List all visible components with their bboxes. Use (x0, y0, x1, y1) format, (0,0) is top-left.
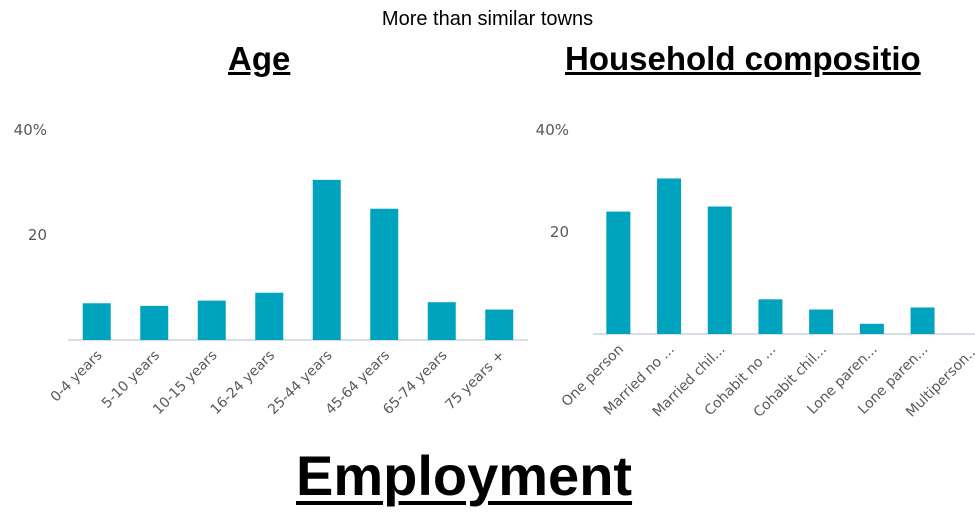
legend-text: More than similar towns (381, 8, 594, 30)
age-y-tick-label: 20 (28, 226, 47, 244)
age-bar (370, 208, 399, 340)
age-bar (427, 302, 456, 340)
household-y-tick-label: 20 (550, 223, 569, 241)
age-bar (140, 305, 169, 340)
age-bar (485, 309, 514, 340)
household-bar (809, 309, 834, 334)
age-chart-title: Age (228, 40, 291, 77)
age-bar (312, 179, 341, 340)
household-bar (758, 299, 783, 334)
age-y-tick-label: 40% (14, 121, 47, 139)
household-bar (657, 178, 682, 334)
household-bar (707, 206, 732, 334)
age-bar (255, 292, 284, 340)
household-bar (859, 323, 884, 334)
age-bar (82, 303, 111, 340)
household-bar (606, 211, 631, 334)
employment-title: Employment (296, 444, 633, 507)
household-y-tick-label: 40% (536, 121, 569, 139)
age-bar (197, 300, 226, 340)
household-chart-title: Household compositio (565, 40, 921, 77)
household-bar (910, 307, 935, 334)
